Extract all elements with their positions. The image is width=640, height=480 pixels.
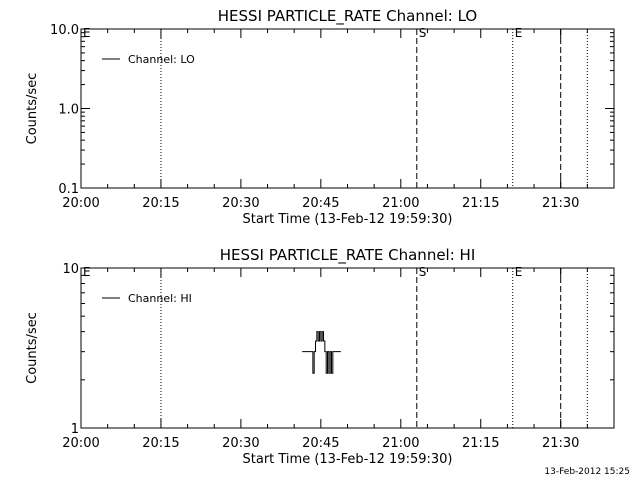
p1-x-axis-label: Start Time (13-Feb-12 19:59:30) (243, 212, 453, 227)
p1-marker-label: E (515, 26, 523, 40)
p1-y-tick-label: 10.0 (50, 23, 79, 38)
p1-x-tick-label: 20:15 (142, 196, 179, 211)
p2-legend-label: Channel: HI (128, 292, 192, 305)
p2-x-tick-label: 20:00 (62, 436, 99, 451)
p2-marker-label: S (419, 265, 427, 279)
p2-y-tick-label: 10 (62, 262, 79, 277)
p2-x-tick-label: 20:30 (222, 436, 259, 451)
p2-x-axis-label: Start Time (13-Feb-12 19:59:30) (243, 452, 453, 467)
p1-x-tick-label: 21:00 (382, 196, 419, 211)
p1-x-tick-label: 20:45 (302, 196, 339, 211)
p1-x-tick-label: 21:30 (542, 196, 579, 211)
p1-y-axis-label: Counts/sec (25, 73, 40, 145)
p1-chart-title: HESSI PARTICLE_RATE Channel: LO (218, 7, 477, 26)
p2-y-tick-label: 1 (71, 422, 79, 437)
p1-marker-label: S (419, 26, 427, 40)
p2-x-tick-label: 21:30 (542, 436, 579, 451)
p2-x-tick-label: 21:00 (382, 436, 419, 451)
p1-x-tick-label: 20:30 (222, 196, 259, 211)
p1-y-tick-label: 0.1 (58, 182, 79, 197)
p2-series-line (302, 331, 341, 374)
p2-marker-label: E (515, 265, 523, 279)
p1-x-tick-label: 21:15 (462, 196, 499, 211)
p2-x-tick-label: 20:45 (302, 436, 339, 451)
p2-x-tick-label: 20:15 (142, 436, 179, 451)
p1-marker-label: E (83, 26, 91, 40)
plot-timestamp: 13-Feb-2012 15:25 (544, 467, 630, 477)
p2-marker-label: E (83, 265, 91, 279)
p2-chart-title: HESSI PARTICLE_RATE Channel: HI (220, 246, 476, 265)
p1-legend-label: Channel: LO (128, 53, 195, 66)
p1-y-tick-label: 1.0 (58, 103, 79, 118)
p2-y-axis-label: Counts/sec (25, 312, 40, 384)
p1-x-tick-label: 20:00 (62, 196, 99, 211)
p2-x-tick-label: 21:15 (462, 436, 499, 451)
